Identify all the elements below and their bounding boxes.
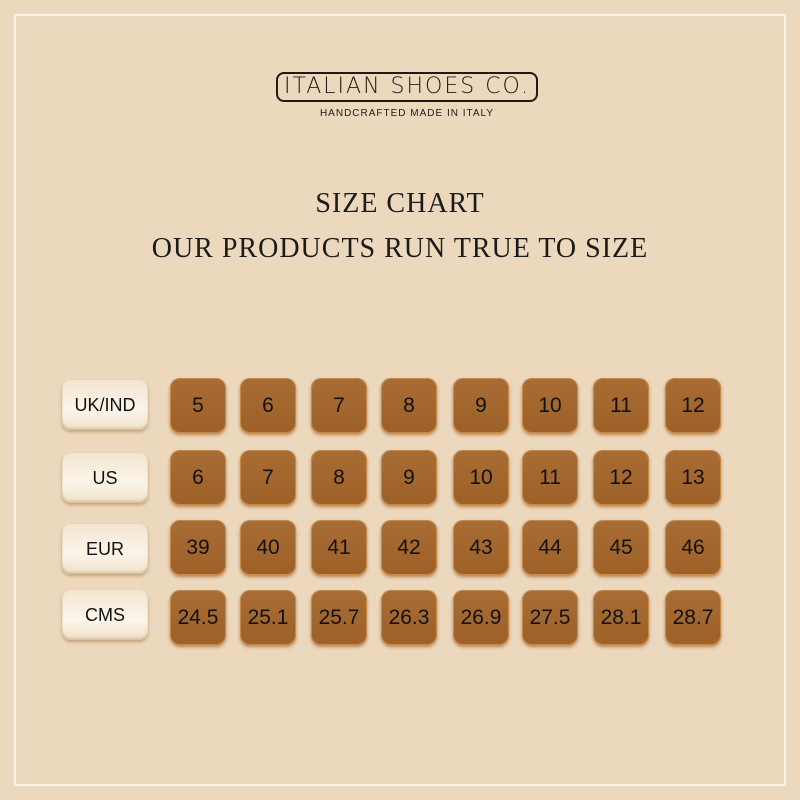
brand-logo: ITALIAN SHOES CO.: [276, 72, 538, 102]
size-cell: 41: [311, 520, 367, 575]
size-cell: 6: [170, 450, 226, 505]
size-cell: 40: [240, 520, 296, 575]
row-label: UK/IND: [62, 380, 148, 430]
row-label: US: [62, 453, 148, 503]
size-cell: 7: [311, 378, 367, 433]
page-subtitle: OUR PRODUCTS RUN TRUE TO SIZE: [151, 233, 649, 264]
row-label: EUR: [62, 524, 148, 574]
page-border: [14, 14, 786, 786]
size-cell: 46: [665, 520, 721, 575]
size-cell: 25.7: [311, 590, 367, 645]
size-cell: 11: [522, 450, 578, 505]
size-cell: 5: [170, 378, 226, 433]
size-cell: 25.1: [240, 590, 296, 645]
size-cell: 39: [170, 520, 226, 575]
size-cell: 9: [453, 378, 509, 433]
size-cell: 10: [453, 450, 509, 505]
size-cell: 10: [522, 378, 578, 433]
size-cell: 26.9: [453, 590, 509, 645]
size-cell: 8: [381, 378, 437, 433]
row-label: CMS: [62, 590, 148, 640]
size-cell: 43: [453, 520, 509, 575]
size-cell: 13: [665, 450, 721, 505]
size-cell: 42: [381, 520, 437, 575]
size-cell: 9: [381, 450, 437, 505]
size-cell: 11: [593, 378, 649, 433]
size-cell: 8: [311, 450, 367, 505]
brand-tagline: HANDCRAFTED MADE IN ITALY: [319, 108, 495, 119]
size-cell: 45: [593, 520, 649, 575]
size-cell: 28.1: [593, 590, 649, 645]
page-title: SIZE CHART: [315, 188, 485, 219]
size-cell: 7: [240, 450, 296, 505]
size-cell: 44: [522, 520, 578, 575]
size-cell: 24.5: [170, 590, 226, 645]
size-cell: 26.3: [381, 590, 437, 645]
size-cell: 12: [593, 450, 649, 505]
size-cell: 6: [240, 378, 296, 433]
size-cell: 27.5: [522, 590, 578, 645]
size-cell: 12: [665, 378, 721, 433]
size-cell: 28.7: [665, 590, 721, 645]
